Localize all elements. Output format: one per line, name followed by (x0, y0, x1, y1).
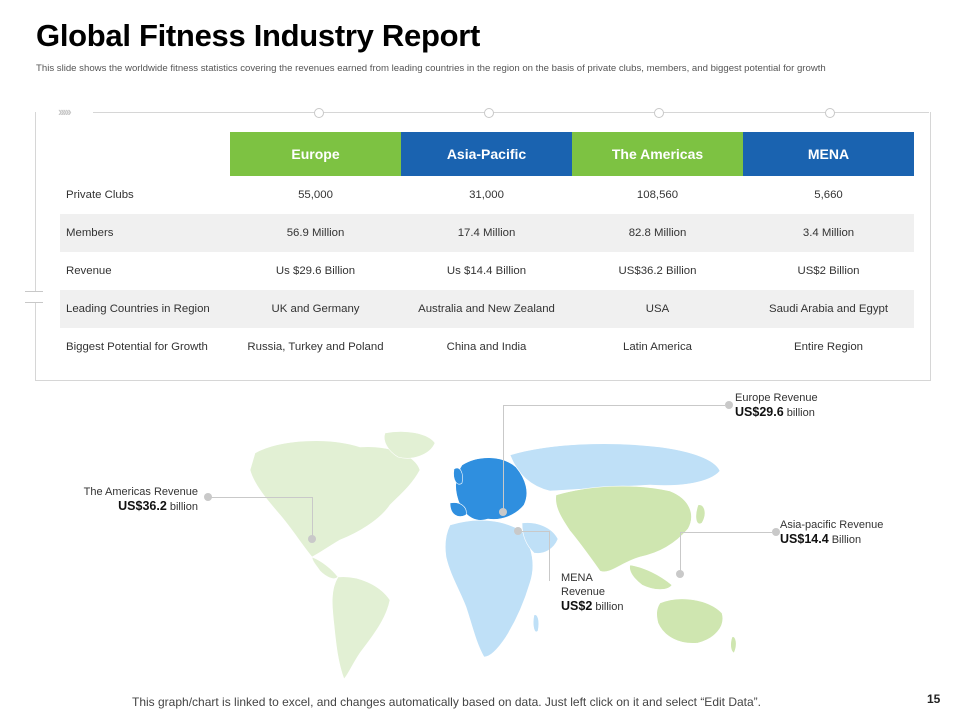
map-region-south-america (331, 576, 391, 680)
callout-label: The Americas Revenue (83, 486, 198, 498)
table-cell: 82.8 Million (572, 214, 743, 252)
table-header-row: Europe Asia-Pacific The Americas MENA (60, 132, 914, 176)
americas-callout-pin-icon (204, 493, 212, 501)
callout-value: US$36.2 (118, 499, 167, 513)
header-blank (60, 132, 230, 176)
table-cell: Us $14.4 Billion (446, 265, 527, 277)
asia-callout-pin-icon (772, 528, 780, 536)
header-mena: MENA (743, 132, 914, 176)
page-title: Global Fitness Industry Report (36, 18, 480, 53)
table-cell: 108,560 (636, 189, 679, 201)
page-subtitle: This slide shows the worldwide fitness s… (36, 63, 826, 74)
side-marker-icon (25, 291, 43, 303)
mena-callout-line (518, 531, 550, 532)
chevrons-decoration-icon: ››››› (58, 104, 72, 119)
table-cell: Australia and New Zealand (401, 290, 572, 328)
table-cell: UK and Germany (230, 290, 401, 328)
table-cell: USA (572, 290, 743, 328)
table-cell: Latin America (622, 341, 692, 353)
table-row-leading-countries: Leading Countries in Region UK and Germa… (60, 290, 914, 328)
page-number: 15 (927, 692, 941, 706)
table-cell: US$2 Billion (797, 265, 860, 277)
callout-unit: Billion (831, 534, 862, 546)
footer-note: This graph/chart is linked to excel, and… (132, 695, 761, 709)
asia-pacific-revenue-callout: Asia-pacific Revenue US$14.4 Billion (780, 518, 883, 547)
callout-label: Revenue (561, 586, 606, 598)
table-cell: 56.9 Million (230, 214, 401, 252)
americas-map-pin-icon (308, 535, 316, 543)
europe-revenue-callout: Europe Revenue US$29.6 billion (735, 391, 818, 420)
table-cell: Russia, Turkey and Poland (247, 341, 384, 353)
table-cell: 31,000 (469, 189, 504, 201)
table-row-revenue: Revenue Us $29.6 Billion Us $14.4 Billio… (60, 252, 914, 290)
timeline-dot-icon (484, 108, 494, 118)
callout-unit: billion (169, 501, 198, 513)
table-cell: Entire Region (793, 341, 864, 353)
callout-label: Europe Revenue (735, 392, 818, 404)
table-cell: 55,000 (298, 189, 333, 201)
map-region-greenland (383, 431, 436, 459)
europe-map-pin-icon (499, 508, 507, 516)
table-cell: Saudi Arabia and Egypt (743, 290, 914, 328)
table-cell: US$36.2 Billion (618, 265, 697, 277)
map-region-new-zealand (730, 636, 737, 654)
header-asia-pacific: Asia-Pacific (401, 132, 572, 176)
table-row-growth-potential: Biggest Potential for Growth Russia, Tur… (60, 328, 914, 366)
callout-value: US$2 (561, 599, 593, 613)
table-cell: 3.4 Million (743, 214, 914, 252)
map-region-madagascar (532, 614, 540, 633)
table-row-private-clubs: Private Clubs 55,000 31,000 108,560 5,66… (60, 176, 914, 214)
frame-top-line (93, 112, 929, 113)
map-region-asia-pacific (555, 485, 692, 573)
callout-label: MENA (561, 572, 593, 584)
header-europe: Europe (230, 132, 401, 176)
table-row-members: Members 56.9 Million 17.4 Million 82.8 M… (60, 214, 914, 252)
americas-callout-line (208, 497, 313, 498)
mena-map-pin-icon (514, 527, 522, 535)
row-label: Revenue (66, 265, 112, 277)
timeline-dot-icon (654, 108, 664, 118)
map-region-central-america (311, 556, 339, 579)
map-region-africa (444, 519, 534, 658)
map-region-southeast-asia (629, 564, 673, 590)
table-cell: China and India (446, 341, 527, 353)
mena-callout-line (549, 531, 550, 581)
table-cell: 5,660 (814, 189, 843, 201)
row-label: Biggest Potential for Growth (66, 341, 208, 353)
row-label: Leading Countries in Region (60, 290, 230, 328)
map-region-russia (509, 443, 721, 492)
table-cell: Us $29.6 Billion (275, 265, 356, 277)
timeline-dot-icon (825, 108, 835, 118)
table-frame (35, 112, 931, 381)
mena-revenue-callout: MENA Revenue US$2 billion (561, 571, 623, 614)
europe-callout-pin-icon (725, 401, 733, 409)
fitness-stats-table: Europe Asia-Pacific The Americas MENA Pr… (60, 132, 914, 366)
callout-unit: billion (595, 601, 624, 613)
americas-callout-line (312, 497, 313, 537)
callout-label: Asia-pacific Revenue (780, 519, 884, 531)
callout-value: US$14.4 (780, 532, 829, 546)
map-region-europe (455, 457, 528, 521)
asia-map-pin-icon (676, 570, 684, 578)
map-region-iberia (449, 502, 467, 517)
callout-unit: billion (786, 407, 815, 419)
americas-revenue-callout: The Americas Revenue US$36.2 billion (72, 485, 198, 514)
world-map (249, 431, 737, 680)
map-region-north-america (249, 440, 421, 558)
map-region-uk (453, 467, 463, 485)
map-region-japan (695, 504, 706, 525)
table-cell: 17.4 Million (401, 214, 572, 252)
callout-value: US$29.6 (735, 405, 784, 419)
header-the-americas: The Americas (572, 132, 743, 176)
asia-callout-line (680, 532, 772, 533)
europe-callout-line (503, 405, 725, 406)
map-region-australia (656, 598, 724, 644)
timeline-dot-icon (314, 108, 324, 118)
row-label: Private Clubs (66, 189, 134, 201)
row-label: Members (60, 214, 230, 252)
asia-callout-line (680, 532, 681, 572)
europe-callout-line (503, 405, 504, 510)
